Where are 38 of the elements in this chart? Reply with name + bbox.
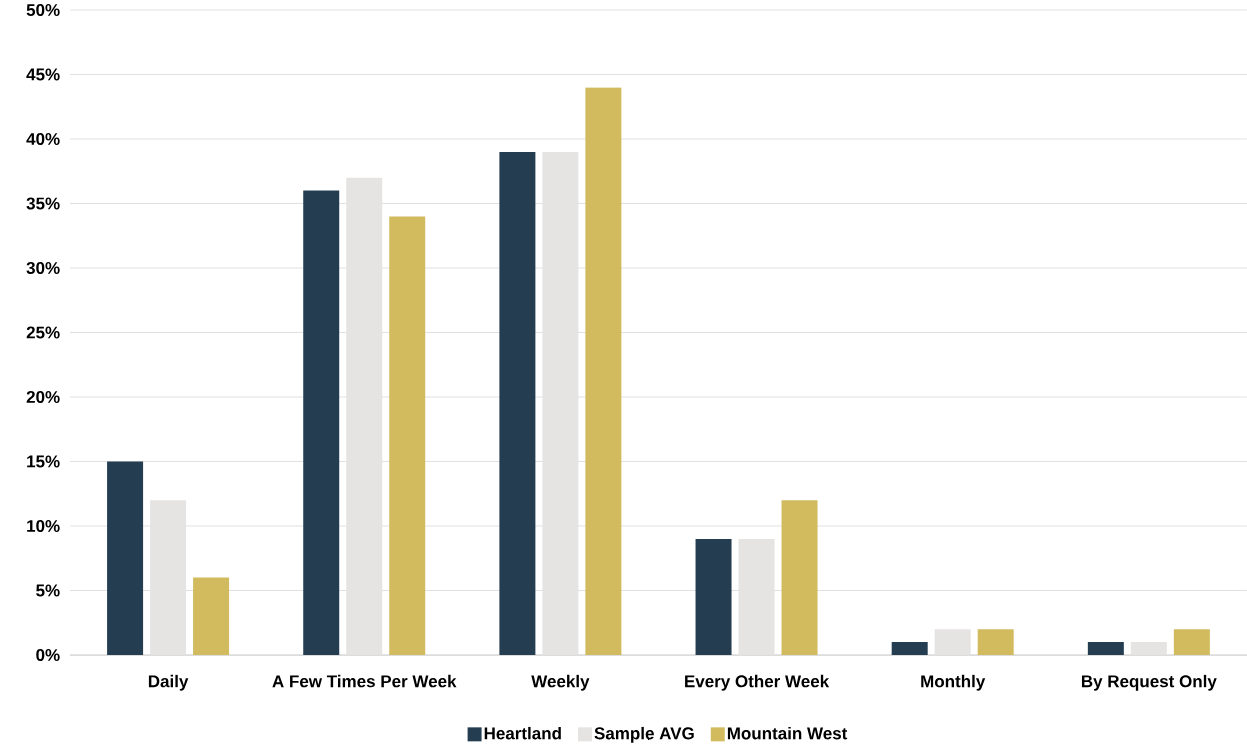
y-tick-label: 25% (26, 326, 60, 339)
y-tick-label: 45% (26, 68, 60, 81)
bar (934, 629, 971, 655)
bar (1130, 642, 1167, 655)
x-tick-label: A Few Times Per Week (272, 674, 457, 688)
bar (193, 577, 230, 655)
x-tick-label: By Request Only (1081, 674, 1217, 691)
x-tick-label: Every Other Week (685, 674, 830, 691)
bar (346, 177, 383, 655)
legend-label: Mountain West (727, 726, 848, 740)
y-tick-label: 35% (26, 197, 60, 210)
y-tick-label: 40% (26, 132, 60, 146)
bar (781, 500, 818, 655)
bar (585, 87, 622, 655)
bar (977, 629, 1014, 655)
bar (499, 151, 536, 655)
bar (303, 190, 340, 655)
y-tick-label: 10% (27, 519, 60, 533)
y-tick-label: 20% (26, 390, 60, 404)
bar (891, 642, 928, 655)
legend-label: Heartland (484, 726, 561, 740)
legend-label: Sample AVG (594, 726, 694, 743)
y-tick-label: 50% (26, 3, 60, 17)
x-tick-label: Daily (148, 674, 189, 691)
bar (389, 216, 426, 655)
bar (1087, 642, 1124, 655)
bar (738, 538, 775, 655)
y-tick-label: 15% (27, 455, 60, 468)
bar (107, 461, 144, 655)
y-tick-label: 30% (26, 261, 60, 275)
bar (150, 500, 187, 655)
x-tick-label: Monthly (921, 674, 986, 691)
x-tick-label: Weekly (531, 674, 590, 691)
y-tick-label: 5% (36, 584, 60, 597)
y-tick-label: 0% (36, 648, 60, 662)
bar (1173, 629, 1210, 655)
bar (695, 538, 732, 655)
bar (542, 151, 579, 655)
